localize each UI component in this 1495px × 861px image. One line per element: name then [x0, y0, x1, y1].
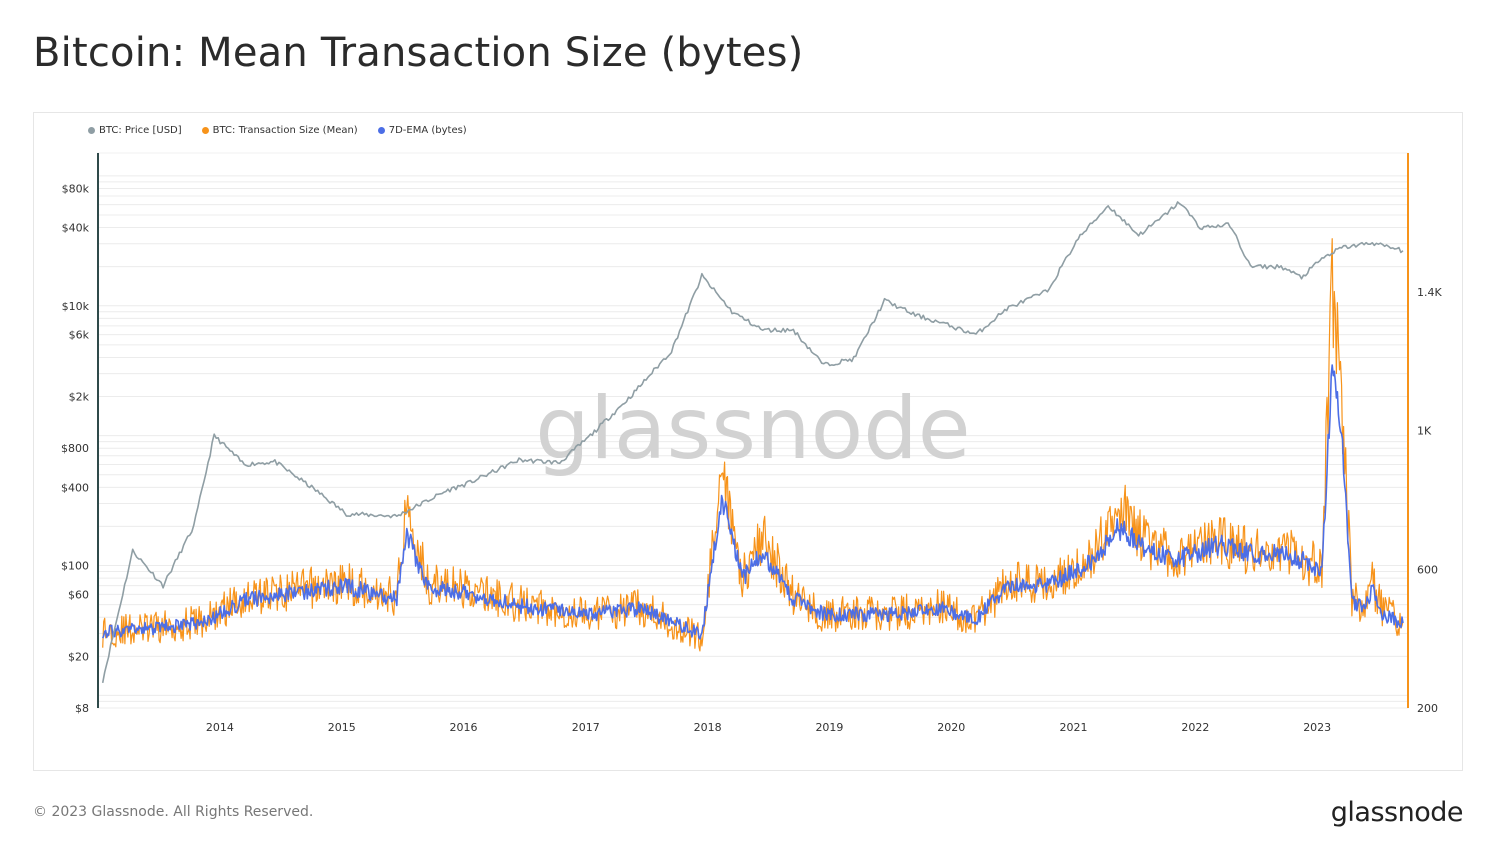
right-axis-ticks: 200 600 1K 1.4K [1417, 286, 1442, 715]
legend-label: BTC: Price [USD] [99, 125, 182, 136]
y-right-tick-label: 200 [1417, 702, 1438, 715]
x-tick-label: 2014 [206, 721, 234, 734]
y-left-tick-label: $80k [62, 182, 90, 195]
chart-svg: glassnode$8$20$60$100$400$800$2k$6k$10k$… [61, 152, 1442, 734]
x-tick-label: 2015 [328, 721, 356, 734]
y-right-tick-label: 600 [1417, 563, 1438, 576]
glassnode-logo[interactable]: glassnode [1330, 797, 1464, 828]
y-left-tick-label: $20 [68, 650, 89, 663]
chart-container: glassnode $8 $20 $60 $100 $400 $800 $2k $6k $10k $… [33, 112, 1463, 771]
x-tick-label: 2016 [450, 721, 478, 734]
legend-item[interactable]: BTC: Price [USD] [88, 125, 182, 136]
y-left-tick-label: $800 [61, 442, 89, 455]
y-right-tick-label: 1K [1417, 425, 1432, 438]
legend-label: 7D-EMA (bytes) [388, 125, 467, 136]
page-title: Bitcoin: Mean Transaction Size (bytes) [33, 30, 804, 76]
y-left-tick-label: $60 [68, 588, 89, 601]
chart-legend: BTC: Price [USD] BTC: Transaction Size (M… [88, 125, 467, 136]
y-left-tick-label: $100 [61, 560, 89, 573]
left-axis-ticks: $8 $20 $60 $100 $400 $800 $2k $6k $10k $40k $80k [61, 182, 90, 715]
legend-dot-icon [377, 127, 385, 134]
x-tick-label: 2022 [1181, 721, 1209, 734]
plot-area [97, 152, 1409, 709]
legend-dot-icon [88, 127, 95, 134]
y-left-tick-label: $6k [69, 329, 90, 342]
y-left-tick-label: $400 [61, 481, 89, 494]
legend-label: BTC: Transaction Size (Mean) [212, 125, 358, 136]
legend-item[interactable]: BTC: Transaction Size (Mean) [201, 125, 358, 136]
y-left-tick-label: $10k [62, 300, 90, 313]
legend-dot-icon [201, 127, 209, 134]
x-tick-label: 2017 [572, 721, 600, 734]
ema-series-line [101, 364, 1404, 640]
y-left-tick-label: $40k [62, 222, 90, 235]
y-left-tick-label: $8 [75, 702, 89, 715]
watermark-text: glassnode [535, 379, 970, 479]
legend-item[interactable]: 7D-EMA (bytes) [377, 125, 467, 136]
x-tick-label: 2020 [937, 721, 965, 734]
x-tick-label: 2021 [1059, 721, 1087, 734]
copyright-text: © 2023 Glassnode. All Rights Reserved. [33, 804, 314, 820]
x-tick-label: 2023 [1303, 721, 1331, 734]
x-axis-ticks: 2014 2015 2016 2017 2018 2019 2020 2021 2022 2023 [206, 721, 1331, 734]
y-right-tick-label: 1.4K [1417, 286, 1442, 299]
x-tick-label: 2019 [815, 721, 843, 734]
x-tick-label: 2018 [694, 721, 722, 734]
price-series-line [101, 201, 1404, 684]
y-left-tick-label: $2k [69, 391, 90, 404]
